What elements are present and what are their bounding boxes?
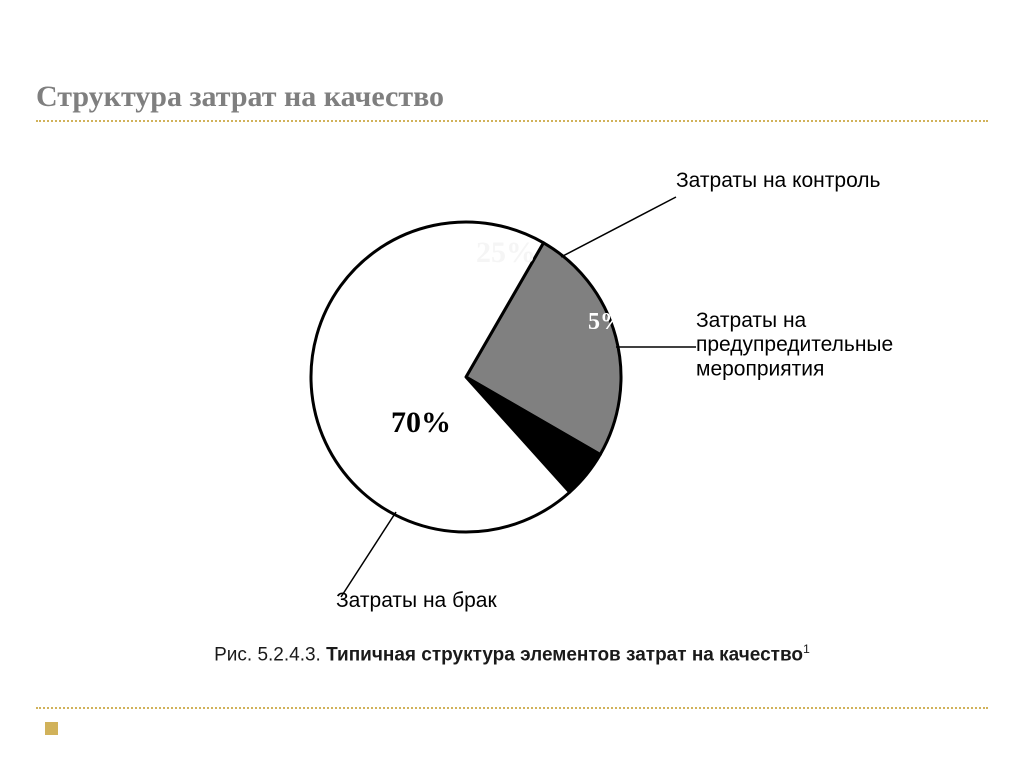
page-title: Структура затрат на качество [36,80,988,114]
slide: Структура затрат на качество 25% Затраты … [0,0,1024,767]
leader-control [561,197,676,257]
caption-bold: Типичная структура элементов затрат на к… [326,644,803,665]
percent-prevent: 5% [588,309,624,335]
percent-defect: 70% [391,406,451,439]
label-control: Затраты на контроль [676,169,881,192]
figure-caption: Рис. 5.2.4.3. Типичная структура элемент… [36,642,988,666]
percent-control: 25% [476,236,536,269]
leader-defect [341,512,396,597]
pie-chart: 25% Затраты на контроль 5% Затраты напредуп… [36,122,988,642]
caption-prefix: Рис. 5.2.4.3. [214,644,326,665]
footer [36,707,988,709]
label-prevent: Затраты напредупредительныемероприятия [696,309,893,380]
pie-svg: 25% Затраты на контроль 5% Затраты напредуп… [36,122,1024,642]
caption-sup: 1 [803,642,810,656]
divider-bottom [36,707,988,709]
label-defect: Затраты на брак [336,589,497,612]
bullet-square-icon [45,722,58,735]
